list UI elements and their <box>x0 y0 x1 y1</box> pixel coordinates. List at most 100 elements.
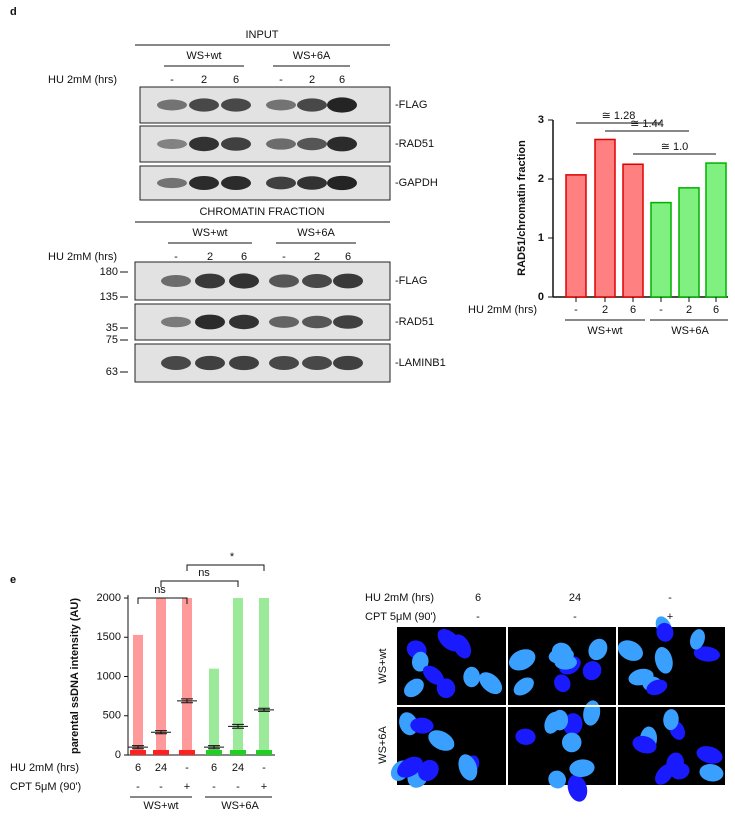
point-strip <box>259 598 269 755</box>
comparison-label: ≅ 1.0 <box>661 141 689 153</box>
mw-marker: 63 <box>106 366 118 378</box>
nucleus <box>617 640 643 661</box>
group-label: WS+6A <box>297 227 335 239</box>
panel-label: e <box>10 574 16 586</box>
hu-label: 6 <box>211 762 217 774</box>
nucleus <box>404 678 424 698</box>
nucleus <box>515 728 536 745</box>
band <box>229 273 259 289</box>
nucleus <box>410 717 434 734</box>
mw-marker: 35 <box>106 322 118 334</box>
group-label: WS+wt <box>192 227 227 239</box>
y-tick-label: 1 <box>538 232 544 244</box>
band <box>269 274 299 288</box>
nucleus <box>422 665 444 686</box>
treatment-value: - <box>668 592 672 604</box>
nucleus <box>567 774 588 802</box>
cpt-label: + <box>261 781 267 793</box>
lane-label: 6 <box>241 251 247 263</box>
point-cluster <box>153 750 169 755</box>
nucleus <box>670 762 690 780</box>
group-label: WS+wt <box>186 50 221 62</box>
nucleus <box>554 674 571 693</box>
mw-marker: 180 <box>100 266 118 278</box>
band <box>157 138 187 150</box>
nucleus <box>418 759 439 782</box>
bar <box>650 201 672 298</box>
band <box>195 314 225 330</box>
cpt-label: - <box>136 781 140 793</box>
hu-label: 24 <box>155 762 167 774</box>
hu-label: 6 <box>135 762 141 774</box>
point-cluster <box>130 750 146 755</box>
point-strip <box>182 598 192 755</box>
hu-label: - <box>262 762 266 774</box>
lane-label: 2 <box>314 251 320 263</box>
band <box>229 355 259 371</box>
band <box>302 356 332 370</box>
point-cluster <box>179 750 195 755</box>
cpt-label: CPT 5μM (90') <box>365 611 436 623</box>
treatment-label: HU 2mM (hrs) <box>48 251 117 263</box>
error-bar <box>181 698 193 704</box>
bar <box>565 174 587 298</box>
blot-label: -FLAG <box>395 275 427 287</box>
cpt-value: - <box>476 611 480 623</box>
comparison-label: * <box>230 551 235 563</box>
hu-label: - <box>185 762 189 774</box>
y-tick-label: 1000 <box>97 670 121 682</box>
blot-label: -LAMINB1 <box>395 357 446 369</box>
band <box>189 136 219 152</box>
band <box>297 137 327 151</box>
point-cluster <box>206 750 222 755</box>
nucleus <box>588 638 608 661</box>
nucleus <box>548 770 567 789</box>
row-label: WS+wt <box>377 648 389 683</box>
band <box>327 136 357 152</box>
x-tick-label: 2 <box>602 304 608 316</box>
band <box>229 314 259 330</box>
x-axis-label: HU 2mM (hrs) <box>468 304 537 316</box>
band <box>221 176 251 190</box>
point-strip <box>156 598 166 755</box>
band <box>221 137 251 151</box>
panel-label: d <box>10 6 17 18</box>
comparison-bracket <box>186 564 265 571</box>
lane-label: 2 <box>309 74 315 86</box>
row-label: HU 2mM (hrs) <box>10 762 79 774</box>
band <box>333 273 363 289</box>
bar <box>594 138 616 298</box>
blot-label: -RAD51 <box>395 138 434 150</box>
lane-label: - <box>174 251 178 263</box>
comparison-label: ≅ 1.44 <box>630 118 664 130</box>
nucleus <box>696 746 723 764</box>
point-cluster <box>256 750 272 755</box>
band <box>302 315 332 329</box>
lane-label: 6 <box>233 74 239 86</box>
band <box>189 176 219 190</box>
nucleus <box>689 629 705 650</box>
mw-marker: 75 <box>106 334 118 346</box>
nucleus <box>452 634 472 659</box>
lane-label: 2 <box>207 251 213 263</box>
lane-label: - <box>279 74 283 86</box>
error-bar <box>132 745 144 750</box>
blot-label: -GAPDH <box>395 177 438 189</box>
cpt-value: + <box>667 611 673 623</box>
treatment-label: HU 2mM (hrs) <box>365 592 434 604</box>
section-title: INPUT <box>246 29 279 41</box>
band <box>302 274 332 288</box>
nucleus <box>632 735 657 754</box>
nucleus <box>554 655 577 670</box>
nucleus <box>458 754 478 781</box>
nucleus <box>479 672 503 695</box>
nucleus <box>561 732 582 753</box>
section-title: CHROMATIN FRACTION <box>199 206 324 218</box>
x-tick-label: 2 <box>686 304 692 316</box>
treatment-value: 24 <box>569 592 581 604</box>
row-label: WS+6A <box>377 726 389 764</box>
nucleus <box>699 764 724 782</box>
nucleus <box>397 756 423 778</box>
nucleus <box>428 730 455 751</box>
